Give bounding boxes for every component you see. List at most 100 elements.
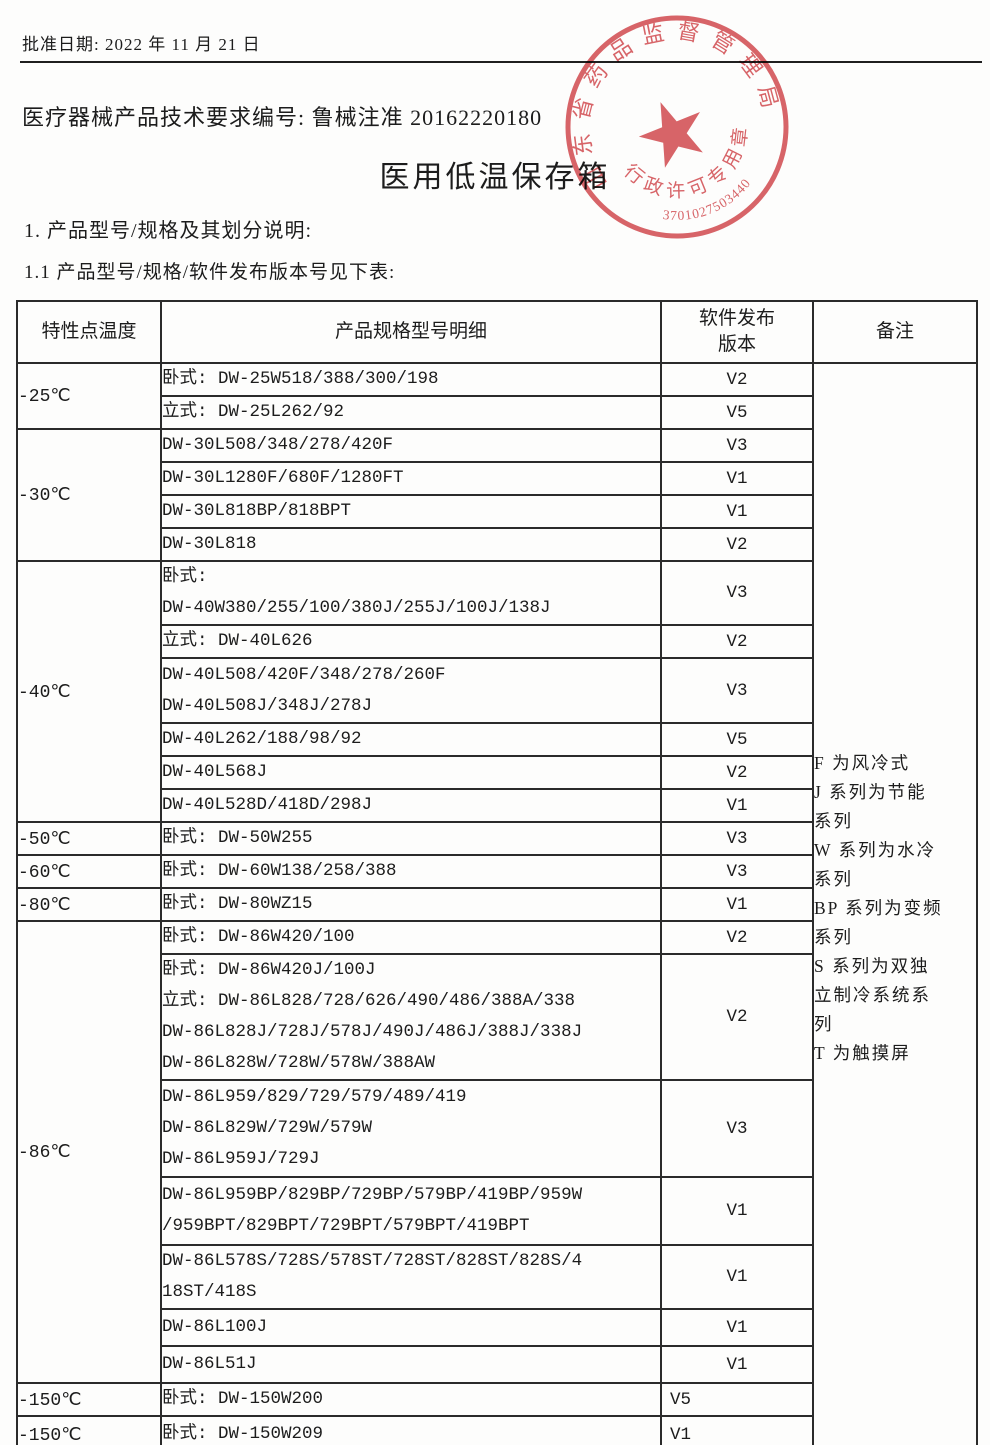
table-row: 立式: DW-40L626 V2 — [17, 624, 977, 659]
temperature-cell: -80℃ — [16, 887, 162, 922]
model-detail-cell: DW-30L818 — [160, 527, 662, 562]
model-detail-cell: 卧式: DW-150W200 — [160, 1382, 662, 1417]
table-row: -25℃ 卧式: DW-25W518/388/300/198 V2 F 为风冷式 J 系… — [16, 362, 978, 1445]
model-line: 卧式: DW-25W518/388/300/198 — [162, 369, 439, 389]
remark-line: 系列 — [814, 868, 853, 889]
model-detail-cell: 卧式: DW-86W420J/100J 立式: DW-86L828/728/626… — [160, 953, 662, 1081]
temperature-cell: -40℃ — [16, 560, 162, 823]
model-line: 立式: DW-86L828/728/626/490/486/388A/338 — [162, 991, 576, 1011]
approval-date-line: 批准日期: 2022 年 11 月 21 日 — [22, 35, 261, 54]
model-detail-cell: 立式: DW-25L262/92 — [160, 395, 662, 430]
document-title: 医用低温保存箱 — [379, 161, 611, 194]
model-line: DW-86L828W/728W/578W/388AW — [162, 1053, 436, 1073]
software-version-cell: V2 — [660, 920, 814, 955]
col-header-model-detail: 产品规格型号明细 — [160, 300, 662, 364]
software-version-cell: V1 — [660, 887, 814, 922]
model-line: 卧式: DW-150W209 — [162, 1424, 324, 1444]
software-version-cell: V1 — [660, 461, 814, 496]
temperature-cell: -25℃ — [16, 362, 162, 430]
doc-number-line: 医疗器械产品技术要求编号: 鲁械注准 20162220180 — [22, 105, 543, 130]
table-row: -60℃ 卧式: DW-60W138/258/388 V3 — [16, 854, 977, 889]
model-line: DW-86L100J — [162, 1317, 268, 1337]
model-detail-cell: 立式: DW-40L626 — [160, 624, 662, 659]
software-version-cell: V1 — [660, 1176, 814, 1246]
model-detail-cell: DW-40L508/420F/348/278/260F DW-40L508J/34… — [160, 657, 662, 724]
model-detail-cell: DW-40L568J — [160, 755, 662, 790]
model-detail-cell: DW-30L818BP/818BPT — [160, 494, 662, 529]
table-row: DW-30L818BP/818BPT V1 — [17, 494, 977, 529]
model-line: DW-30L508/348/278/420F — [162, 435, 394, 455]
software-version-cell: V3 — [660, 1079, 814, 1178]
temperature-cell: -86℃ — [16, 920, 162, 1384]
table-row: DW-86L578S/728S/578ST/728ST/828ST/828S/4… — [17, 1244, 977, 1310]
model-line: DW-86L959BP/829BP/729BP/579BP/419BP/959W — [162, 1185, 583, 1205]
remark-line: 列 — [814, 1013, 834, 1034]
software-version-cell: V1 — [660, 1244, 814, 1310]
model-line: DW-40L508J/348J/278J — [162, 695, 373, 716]
col-header-software-version: 软件发布 版本 — [660, 300, 814, 364]
table-row: -50℃ 卧式: DW-50W255 V3 — [16, 821, 977, 856]
model-detail-cell: DW-86L578S/728S/578ST/728ST/828ST/828S/4… — [160, 1244, 662, 1310]
model-line: 立式: DW-25L262/92 — [162, 402, 345, 422]
table-row: DW-86L959/829/729/579/489/419 DW-86L829W/… — [17, 1079, 977, 1178]
table-row: DW-40L528D/418D/298J V1 — [17, 788, 977, 823]
table-row: DW-30L818 V2 — [17, 527, 977, 562]
software-version-cell: V2 — [660, 527, 814, 562]
col-header-remarks: 备注 — [812, 300, 978, 364]
software-version-cell: V1 — [660, 788, 814, 823]
table-row: 立式: DW-25L262/92 V5 — [17, 395, 977, 430]
model-line: 卧式: DW-50W255 — [162, 828, 313, 848]
table-row: DW-86L51J V1 — [17, 1345, 977, 1384]
model-detail-cell: 卧式: DW-40W380/255/100/380J/255J/100J/138J — [160, 560, 662, 626]
model-line: DW-30L818 — [162, 534, 257, 554]
remark-line: J 系列为节能 — [814, 781, 927, 802]
remark-line: BP 系列为变频 — [814, 897, 943, 918]
remark-line: W 系列为水冷 — [814, 839, 937, 860]
software-version-cell: V5 — [660, 1382, 814, 1417]
temperature-cell: -30℃ — [16, 428, 162, 562]
table-row: -30℃ DW-30L508/348/278/420F V3 — [16, 428, 977, 562]
model-line: DW-40L262/188/98/92 — [162, 729, 362, 749]
model-detail-cell: DW-86L100J — [160, 1308, 662, 1347]
software-version-cell: V1 — [660, 1308, 814, 1347]
model-line: 卧式: DW-86W420/100 — [162, 927, 355, 947]
spec-table: 特性点温度 产品规格型号明细 软件发布 版本 备注 -25℃ 卧式: DW-25W… — [16, 300, 978, 1445]
software-version-cell: V3 — [660, 657, 814, 724]
model-line: DW-86L959/829/729/579/489/419 — [162, 1087, 467, 1107]
model-detail-cell: 卧式: DW-86W420/100 — [160, 920, 662, 955]
red-official-seal-stamp: ★ 山东省药品监督管理局 行政许可专用章 3701027503440 — [549, 0, 789, 239]
remark-line: S 系列为双独 — [814, 955, 930, 976]
remark-line: T 为触摸屏 — [814, 1042, 911, 1063]
software-version-cell: V2 — [660, 953, 814, 1081]
remarks-cell: F 为风冷式 J 系列为节能 系列 W 系列为水冷 系列 BP 系列为变频 系列 S 系列为双… — [812, 362, 978, 1445]
temperature-cell: -150℃ — [16, 1415, 162, 1445]
table-row: DW-86L100J V1 — [17, 1308, 977, 1347]
section-1-1-heading: 1.1 产品型号/规格/软件发布版本号见下表: — [24, 262, 396, 283]
model-line: DW-86L829W/729W/579W — [162, 1118, 373, 1138]
table-row: DW-40L262/188/98/92 V5 — [17, 722, 977, 757]
model-detail-cell: DW-86L51J — [160, 1345, 662, 1384]
table-row: -40℃ 卧式: DW-40W380/255/100/380J/255J/100J/… — [16, 560, 977, 823]
software-version-cell: V2 — [660, 362, 814, 397]
software-version-cell: V3 — [660, 428, 814, 463]
header-divider — [20, 61, 982, 63]
section-1-heading: 1. 产品型号/规格及其划分说明: — [24, 220, 313, 242]
temperature-cell: -150℃ — [16, 1382, 162, 1417]
model-line: 卧式: DW-60W138/258/388 — [162, 861, 397, 881]
model-detail-cell: 卧式: DW-60W138/258/388 — [160, 854, 662, 889]
model-line: DW-40W380/255/100/380J/255J/100J/138J — [162, 598, 551, 618]
table-row: DW-40L508/420F/348/278/260F DW-40L508J/34… — [17, 657, 977, 724]
model-line: DW-86L51J — [162, 1354, 257, 1374]
software-version-cell: V3 — [660, 560, 814, 626]
model-line: DW-86L578S/728S/578ST/728ST/828ST/828S/4 — [162, 1251, 583, 1271]
model-detail-cell: 卧式: DW-25W518/388/300/198 — [160, 362, 662, 397]
table-row: -86℃ 卧式: DW-86W420/100 V2 — [16, 920, 977, 1384]
model-line: 卧式: DW-150W200 — [162, 1389, 324, 1409]
table-row: -150℃ 卧式: DW-150W200 V5 — [16, 1382, 977, 1417]
model-line: 卧式: DW-86W420J/100J — [162, 960, 376, 980]
model-line: /959BPT/829BPT/729BPT/579BPT/419BPT — [162, 1216, 530, 1236]
model-detail-cell: DW-40L528D/418D/298J — [160, 788, 662, 823]
software-version-cell: V2 — [660, 755, 814, 790]
model-line: DW-40L528D/418D/298J — [162, 795, 373, 815]
